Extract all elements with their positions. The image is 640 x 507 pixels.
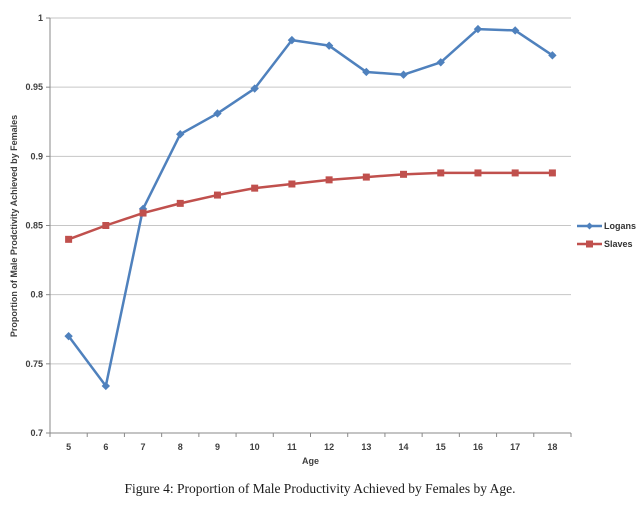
marker-logans <box>213 109 222 118</box>
legend-item-slaves: Slaves <box>576 238 636 250</box>
marker-logans <box>362 67 371 77</box>
legend-label-slaves: Slaves <box>604 239 633 249</box>
marker-slaves <box>325 176 333 184</box>
marker-logans <box>436 58 445 67</box>
marker-logans <box>250 84 259 93</box>
marker-slaves <box>102 222 110 229</box>
legend-marker-slaves-icon <box>577 240 602 248</box>
x-tick-label: 10 <box>250 442 260 452</box>
marker-slaves <box>251 184 259 192</box>
marker-slaves <box>176 199 184 207</box>
y-tick-label: 0.7 <box>30 428 43 438</box>
x-tick-label: 14 <box>399 442 409 452</box>
marker-logans <box>324 41 334 50</box>
x-tick-label: 8 <box>178 442 183 452</box>
marker-slaves <box>474 169 482 177</box>
x-tick-label: 16 <box>473 442 483 452</box>
marker-logans <box>64 331 73 341</box>
y-tick-label: 0.75 <box>25 359 43 369</box>
marker-logans <box>510 26 520 35</box>
series-line-logans <box>67 27 554 388</box>
figure-caption: Figure 4: Proportion of Male Productivit… <box>124 481 516 496</box>
marker-logans <box>101 381 111 391</box>
y-tick-label: 0.9 <box>30 151 43 161</box>
marker-slaves <box>548 169 556 177</box>
x-tick-label: 5 <box>66 442 71 452</box>
x-tick-label: 15 <box>436 442 446 452</box>
legend-marker-logans-icon <box>577 222 602 230</box>
legend-marker-shape <box>586 240 593 248</box>
x-tick-label: 9 <box>215 442 220 452</box>
x-axis-label: Age <box>301 456 319 466</box>
marker-logans <box>176 130 185 139</box>
y-axis-label: Proportion of Male Prodctivity Achieved … <box>9 114 19 338</box>
x-tick-label: 7 <box>141 442 146 452</box>
x-tick-label: 13 <box>361 442 371 452</box>
x-tick-label: 11 <box>287 442 297 452</box>
marker-slaves <box>400 170 408 178</box>
marker-slaves <box>213 191 221 199</box>
y-tick-label: 0.95 <box>25 82 43 92</box>
marker-slaves <box>511 169 519 177</box>
marker-logans <box>548 51 557 60</box>
marker-slaves <box>139 209 147 217</box>
marker-logans <box>287 35 297 45</box>
y-tick-label: 0.8 <box>30 290 43 300</box>
legend-item-logans: Logans <box>576 220 636 232</box>
x-tick-label: 18 <box>547 442 557 452</box>
marker-slaves <box>362 173 370 181</box>
x-tick-label: 17 <box>510 442 520 452</box>
marker-logans <box>473 24 483 34</box>
marker-slaves <box>65 235 73 243</box>
marker-slaves <box>288 180 296 188</box>
x-tick-label: 12 <box>324 442 334 452</box>
legend-label-logans: Logans <box>604 221 637 231</box>
marker-slaves <box>437 169 445 177</box>
y-tick-label: 1 <box>38 13 43 23</box>
series-line-slaves <box>67 171 554 241</box>
chart-legend: Logans Slaves <box>576 220 636 250</box>
y-tick-label: 0.85 <box>25 221 43 231</box>
x-tick-label: 6 <box>103 442 108 452</box>
marker-logans <box>399 70 408 79</box>
legend-marker-shape <box>586 222 593 230</box>
